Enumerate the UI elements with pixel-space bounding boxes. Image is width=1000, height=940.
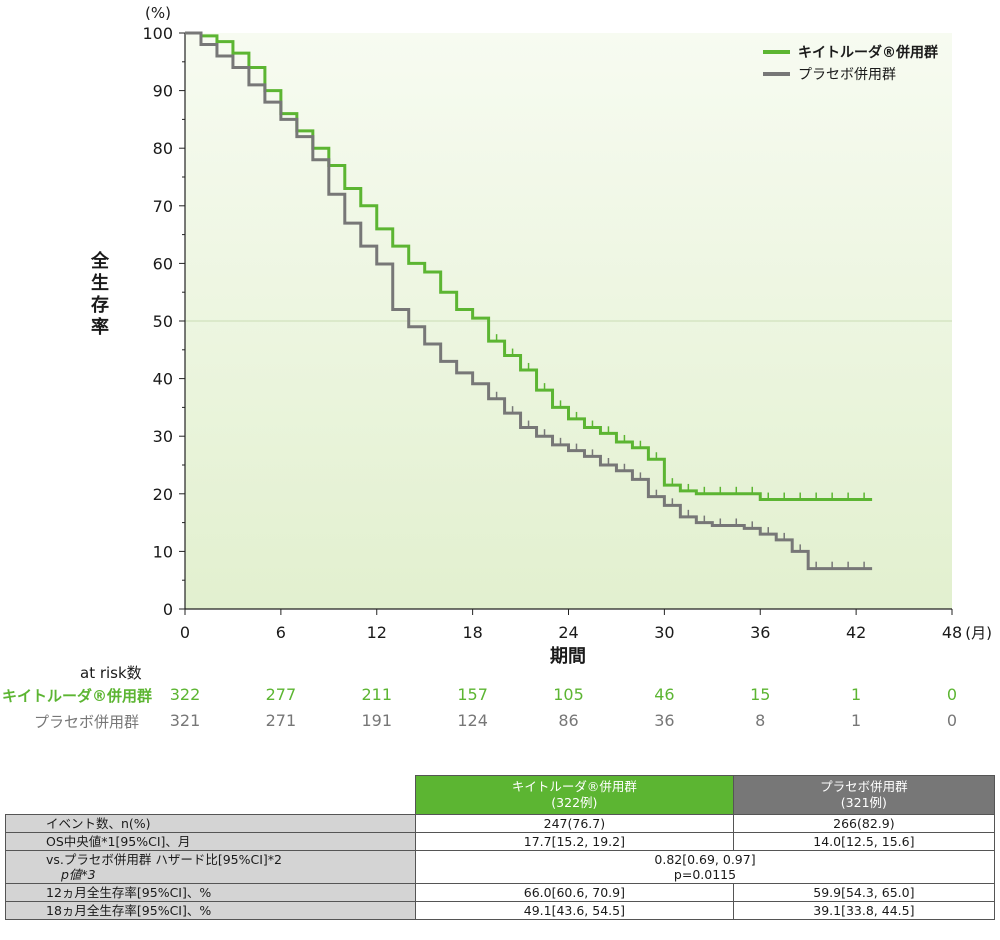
y-unit-label: (%) xyxy=(145,4,171,22)
y-tick-label: 60 xyxy=(153,254,173,273)
table-row: vs.プラセボ併用群 ハザード比[95%CI]*2 p値*3 0.82[0.69,… xyxy=(5,850,995,884)
risk-value: 86 xyxy=(558,711,579,730)
row-label-os-median: OS中央値*1[95%CI]、月 xyxy=(5,832,416,851)
x-tick-label: 18 xyxy=(462,623,482,642)
cell-18m-os-keytruda: 49.1[43.6, 54.5] xyxy=(415,901,734,920)
table-row: イベント数、n(%) 247(76.7) 266(82.9) xyxy=(5,814,996,833)
y-tick-label: 50 xyxy=(153,312,173,331)
y-tick-label: 70 xyxy=(153,197,173,216)
cell-os-median-placebo: 14.0[12.5, 15.6] xyxy=(732,832,996,851)
x-unit-label: (月) xyxy=(965,624,992,642)
cell-12m-os-keytruda: 66.0[60.6, 70.9] xyxy=(415,883,734,902)
row-label-events: イベント数、n(%) xyxy=(5,814,416,833)
x-tick-label: 36 xyxy=(750,623,770,642)
y-tick-label: 10 xyxy=(153,542,173,561)
risk-value: 277 xyxy=(265,685,297,704)
risk-value: 211 xyxy=(361,685,393,704)
km-chart: 0 10 20 30 40 50 60 70 80 90 100 0 6 12 18 24 30 36 42 48 キ… xyxy=(90,4,992,665)
table-row: 18ヵ月全生存率[95%CI]、% 49.1[43.6, 54.5] 39.1[… xyxy=(5,901,996,920)
cell-os-median-keytruda: 17.7[15.2, 19.2] xyxy=(415,832,734,851)
x-tick-label: 42 xyxy=(846,623,866,642)
x-tick-label: 0 xyxy=(180,623,190,642)
risk-value: 124 xyxy=(457,711,488,730)
risk-value: 271 xyxy=(265,711,297,730)
y-tick-label: 90 xyxy=(153,82,173,101)
risk-label-keytruda: キイトルーダ®併用群 xyxy=(2,687,153,705)
legend-label-placebo: プラセボ併用群 xyxy=(798,67,896,83)
y-tick-label: 40 xyxy=(153,370,173,389)
risk-value: 8 xyxy=(755,711,766,730)
y-tick-label: 0 xyxy=(163,600,173,619)
risk-value: 0 xyxy=(946,711,958,730)
risk-value: 1 xyxy=(851,685,862,704)
row-label-18m-os: 18ヵ月全生存率[95%CI]、% xyxy=(5,901,416,920)
stats-table: キイトルーダ®併用群 (322例) プラセボ併用群 (321例) イベント数、n(%… xyxy=(5,775,996,920)
x-tick-label: 30 xyxy=(654,623,674,642)
stats-header-placebo: プラセボ併用群 (321例) xyxy=(732,775,996,815)
risk-label-placebo: プラセボ併用群 xyxy=(34,713,140,731)
cell-12m-os-placebo: 59.9[54.3, 65.0] xyxy=(732,883,996,902)
stats-header-blank xyxy=(5,775,416,815)
risk-value: 105 xyxy=(553,685,584,704)
y-tick-label: 80 xyxy=(153,139,173,158)
risk-value: 0 xyxy=(946,685,958,704)
row-label-12m-os: 12ヵ月全生存率[95%CI]、% xyxy=(5,883,416,902)
risk-value: 322 xyxy=(169,685,201,704)
risk-value: 1 xyxy=(851,711,862,730)
legend-label-keytruda: キイトルーダ®併用群 xyxy=(798,44,938,61)
row-label-hazard-ratio: vs.プラセボ併用群 ハザード比[95%CI]*2 p値*3 xyxy=(5,850,416,884)
stats-header-keytruda: キイトルーダ®併用群 (322例) xyxy=(415,775,734,815)
risk-table-title: at risk数 xyxy=(80,664,142,682)
x-tick-label: 12 xyxy=(367,623,387,642)
stats-header-row: キイトルーダ®併用群 (322例) プラセボ併用群 (321例) xyxy=(5,775,996,815)
x-axis-title: 期間 xyxy=(550,646,586,665)
risk-value: 191 xyxy=(361,711,393,730)
y-axis-title: 全生存率 xyxy=(90,250,110,338)
y-tick-label: 30 xyxy=(153,427,173,446)
series-line-keytruda xyxy=(185,31,873,502)
table-row: 12ヵ月全生存率[95%CI]、% 66.0[60.6, 70.9] 59.9[… xyxy=(5,883,996,902)
x-tick-label: 48 xyxy=(942,623,962,642)
x-tick-label: 24 xyxy=(558,623,578,642)
table-row: OS中央値*1[95%CI]、月 17.7[15.2, 19.2] 14.0[1… xyxy=(5,832,996,851)
y-tick-label: 20 xyxy=(153,485,173,504)
cell-18m-os-placebo: 39.1[33.8, 44.5] xyxy=(732,901,996,920)
cell-hazard-ratio: 0.82[0.69, 0.97] p=0.0115 xyxy=(415,850,995,884)
cell-events-keytruda: 247(76.7) xyxy=(415,814,734,833)
y-tick-label: 100 xyxy=(142,24,173,43)
risk-value: 46 xyxy=(654,685,675,704)
risk-value: 157 xyxy=(457,685,488,704)
risk-value: 15 xyxy=(750,685,771,704)
risk-value: 36 xyxy=(654,711,675,730)
cell-events-placebo: 266(82.9) xyxy=(732,814,996,833)
risk-value: 321 xyxy=(169,711,201,730)
x-tick-label: 6 xyxy=(276,623,286,642)
